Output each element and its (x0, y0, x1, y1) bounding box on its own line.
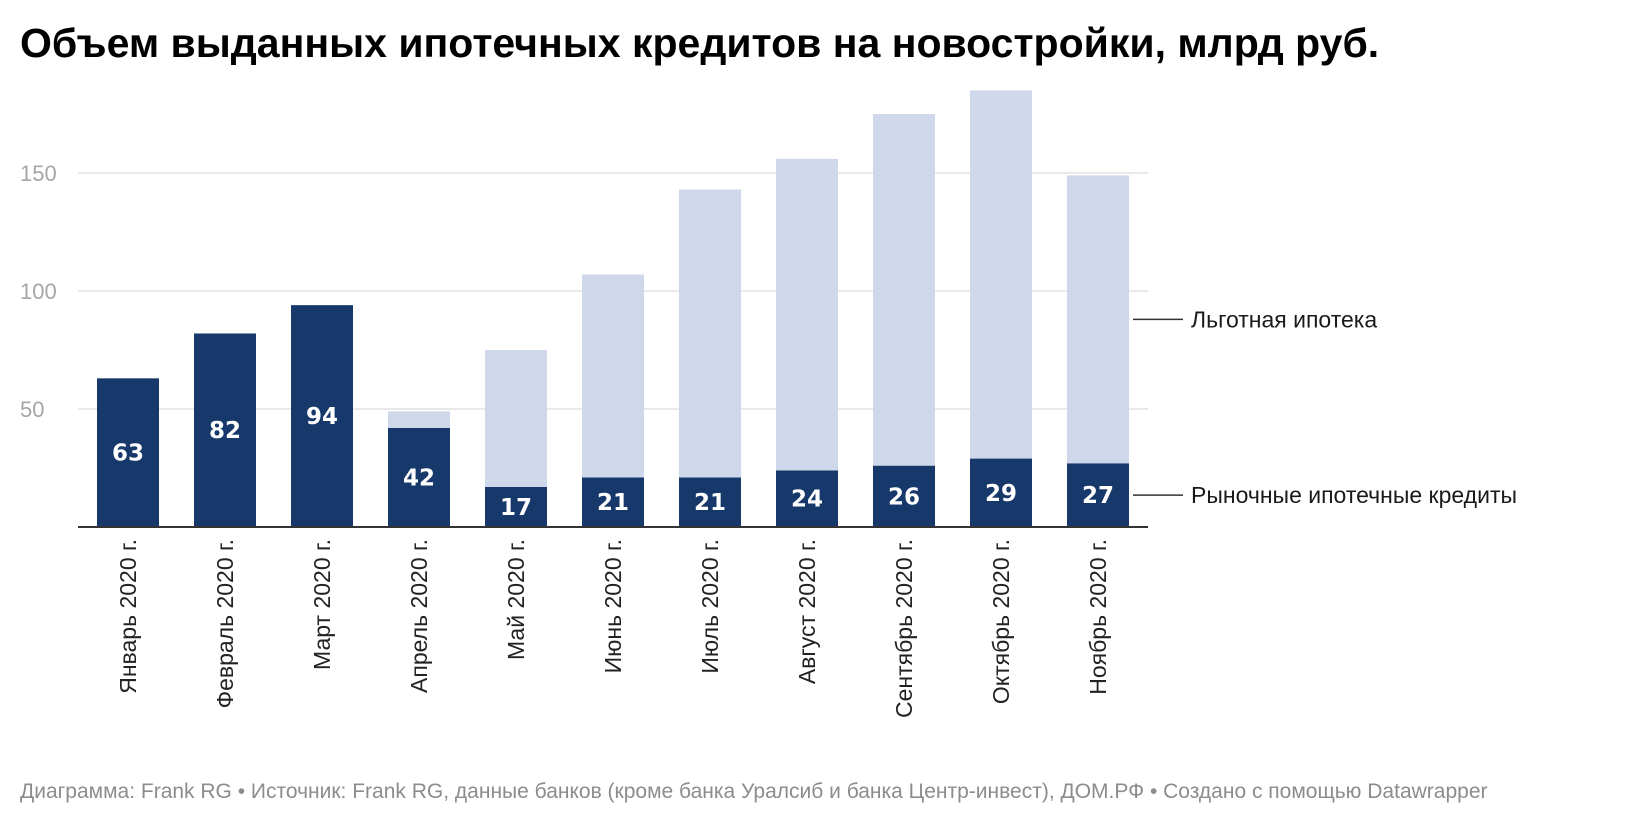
bar-preferential (970, 90, 1032, 459)
bar-market (291, 305, 353, 527)
bar-value-label: 42 (403, 465, 435, 491)
bar-value-label: 21 (597, 490, 629, 516)
x-category-label: Июль 2020 г. (697, 539, 723, 674)
bar-value-label: 21 (694, 490, 726, 516)
bar-value-label: 63 (112, 441, 144, 467)
bar-market (679, 477, 741, 527)
x-category-label: Ноябрь 2020 г. (1085, 539, 1111, 695)
bar-market (873, 465, 935, 527)
bar-value-label: 27 (1082, 483, 1114, 509)
series-labels: Льготная ипотека Рыночные ипотечные креди… (1133, 306, 1517, 508)
bar-preferential (679, 189, 741, 478)
bar-market (97, 378, 159, 527)
bars (97, 90, 1129, 527)
bar-preferential (776, 158, 838, 471)
bar-preferential (873, 114, 935, 466)
y-tick-label: 50 (20, 397, 44, 422)
bar-market (194, 333, 256, 527)
bar-value-label: 29 (985, 481, 1017, 507)
bar-market (970, 458, 1032, 527)
x-category-label: Август 2020 г. (794, 539, 820, 684)
y-tick-label: 150 (20, 161, 57, 186)
category-labels: Январь 2020 г. Февраль 2020 г. Март 2020 г… (115, 539, 1111, 718)
x-category-label: Январь 2020 г. (115, 539, 141, 694)
footer-credits: Диаграмма: Frank RG • Источник: Frank RG… (20, 780, 1488, 803)
bar-preferential (388, 411, 450, 428)
bar-market (1067, 463, 1129, 527)
x-category-label: Февраль 2020 г. (212, 539, 238, 708)
gridlines: 50 100 150 (20, 161, 1148, 422)
x-category-label: Март 2020 г. (309, 539, 335, 670)
bar-value-label: 26 (888, 484, 920, 510)
x-category-label: Октябрь 2020 г. (988, 539, 1014, 704)
bar-market (388, 427, 450, 527)
bar-market (582, 477, 644, 527)
bar-value-label: 24 (791, 487, 823, 513)
bar-value-label: 82 (209, 418, 241, 444)
chart-title: Объем выданных ипотечных кредитов на нов… (20, 20, 1380, 66)
bar-market (485, 486, 547, 527)
series-label-market: Рыночные ипотечные кредиты (1191, 482, 1517, 508)
value-labels: 63 82 94 42 17 21 21 24 26 29 27 (112, 404, 1114, 521)
bar-preferential (1067, 175, 1129, 464)
series-label-preferential: Льготная ипотека (1191, 306, 1377, 332)
x-category-label: Май 2020 г. (503, 539, 529, 660)
x-category-label: Апрель 2020 г. (406, 539, 432, 693)
bar-value-label: 94 (306, 404, 338, 430)
bar-market (776, 470, 838, 527)
y-tick-label: 100 (20, 279, 57, 304)
x-category-label: Сентябрь 2020 г. (891, 539, 917, 718)
bar-preferential (485, 350, 547, 487)
x-category-label: Июнь 2020 г. (600, 539, 626, 673)
bar-preferential (582, 274, 644, 478)
bar-value-label: 17 (500, 495, 532, 521)
